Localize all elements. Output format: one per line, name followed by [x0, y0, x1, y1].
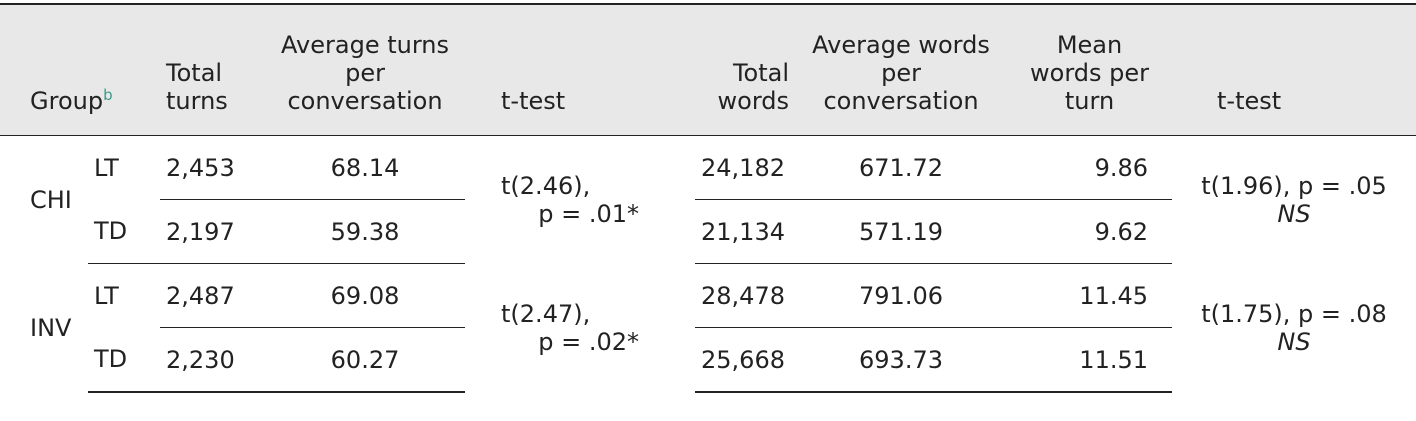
header-cell: Average turns per conversation [265, 3, 466, 136]
table-row: CHI LT 2,453 68.14 t(2.46), p = .01* 24,182 671… [0, 135, 1416, 228]
avg-turns: 69.08 [265, 263, 466, 328]
header-text: Group [30, 87, 104, 115]
avg-words: 791.06 [795, 263, 1008, 328]
avg-words: 671.72 [795, 135, 1008, 200]
mean-words: 9.62 [1007, 199, 1173, 264]
page: {"header": {"group": "Group", "group_not… [0, 3, 1416, 421]
data-table: Groupb Total turns Average turns per con… [0, 3, 1416, 393]
mean-words: 9.86 [1007, 135, 1173, 200]
table-row: TD 2,197 59.38 21,134 571.19 9.62 [0, 199, 1416, 264]
subgroup-cell: TD [88, 199, 161, 264]
avg-words: 571.19 [795, 199, 1008, 264]
table-row: TD 2,230 60.27 25,668 693.73 11.51 [0, 327, 1416, 393]
table-row: INV LT 2,487 69.08 t(2.47), p = .02* 28,478 791… [0, 263, 1416, 356]
header-cell: Total words [695, 3, 796, 136]
avg-turns: 59.38 [265, 199, 466, 264]
test-result: t(1.96), p = .05 [1201, 171, 1387, 200]
test-p: p = .02* [538, 327, 640, 356]
total-words: 21,134 [695, 199, 796, 264]
subgroup-cell: LT [94, 281, 119, 310]
total-turns: 2,197 [160, 199, 266, 264]
test-stat: t(2.46), [501, 171, 591, 200]
words-test: t(1.96), p = .05 NS [1172, 136, 1416, 264]
group-cell: INV [30, 313, 72, 342]
words-test: t(1.75), p = .08 NS [1172, 264, 1416, 393]
avg-words: 693.73 [795, 327, 1008, 393]
total-turns: 2,487 [160, 263, 266, 328]
test-stat: t(2.47), [501, 299, 591, 328]
test-note: NS [1277, 199, 1311, 228]
total-turns: 2,453 [160, 135, 266, 200]
group-cell: CHI [30, 185, 72, 214]
total-words: 24,182 [695, 135, 796, 200]
avg-turns: 60.27 [265, 327, 466, 393]
footnote-mark: b [103, 86, 113, 104]
test-result: t(1.75), p = .08 [1201, 299, 1387, 328]
mean-words: 11.51 [1007, 327, 1173, 393]
test-p: p = .01* [538, 199, 640, 228]
header-cell: Average words per conversation [795, 3, 1008, 136]
subgroup-cell: TD [88, 327, 161, 393]
turns-test: t(2.47), p = .02* [465, 264, 695, 393]
avg-turns: 68.14 [265, 135, 466, 200]
table-header: Groupb Total turns Average turns per con… [0, 3, 1416, 136]
header-cell: Mean words per turn [1007, 3, 1173, 136]
test-note: NS [1277, 327, 1311, 356]
turns-test: t(2.46), p = .01* [465, 136, 695, 264]
mean-words: 11.45 [1007, 263, 1173, 328]
total-turns: 2,230 [160, 327, 266, 393]
header-cell: Groupb [0, 3, 161, 136]
total-words: 28,478 [695, 263, 796, 328]
total-words: 25,668 [695, 327, 796, 393]
header-cell: t-test [465, 3, 696, 136]
header-cell: t-test [1172, 3, 1416, 136]
subgroup-cell: LT [94, 153, 119, 182]
header-cell: Total turns [160, 3, 266, 136]
table-body: CHI LT 2,453 68.14 t(2.46), p = .01* 24,182 671… [0, 135, 1416, 393]
